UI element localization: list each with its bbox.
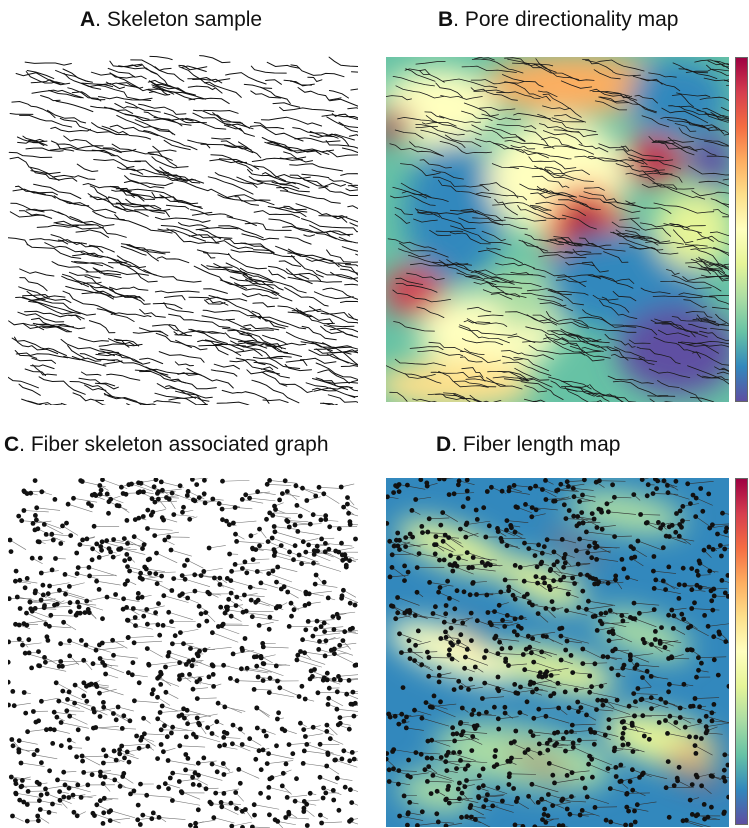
pore-directionality-map-image xyxy=(386,57,729,402)
fiber-length-colorbar xyxy=(735,478,748,825)
panel-d-text: . Fiber length map xyxy=(451,433,620,456)
fiber-graph-image xyxy=(8,478,358,828)
panel-d-title: D. Fiber length map xyxy=(436,433,620,457)
skeleton-sample-image xyxy=(8,55,358,405)
panel-c-text: . Fiber skeleton associated graph xyxy=(19,433,328,456)
panel-b-letter: B xyxy=(438,8,453,31)
panel-b-text: . Pore directionality map xyxy=(453,8,678,31)
fiber-graph-canvas xyxy=(8,478,358,828)
panel-c-letter: C xyxy=(4,433,19,456)
panel-a-text: . Skeleton sample xyxy=(95,8,262,31)
panel-a-letter: A xyxy=(80,8,95,31)
panel-a-title: A. Skeleton sample xyxy=(80,8,262,32)
fiber-length-map-image xyxy=(386,478,729,827)
panel-d-letter: D xyxy=(436,433,451,456)
fiber-length-canvas xyxy=(386,478,729,827)
skeleton-sample-canvas xyxy=(8,55,358,405)
panel-c-title: C. Fiber skeleton associated graph xyxy=(4,433,329,457)
pore-directionality-colorbar xyxy=(735,57,748,402)
panel-b-title: B. Pore directionality map xyxy=(438,8,678,32)
pore-directionality-canvas xyxy=(386,57,729,402)
